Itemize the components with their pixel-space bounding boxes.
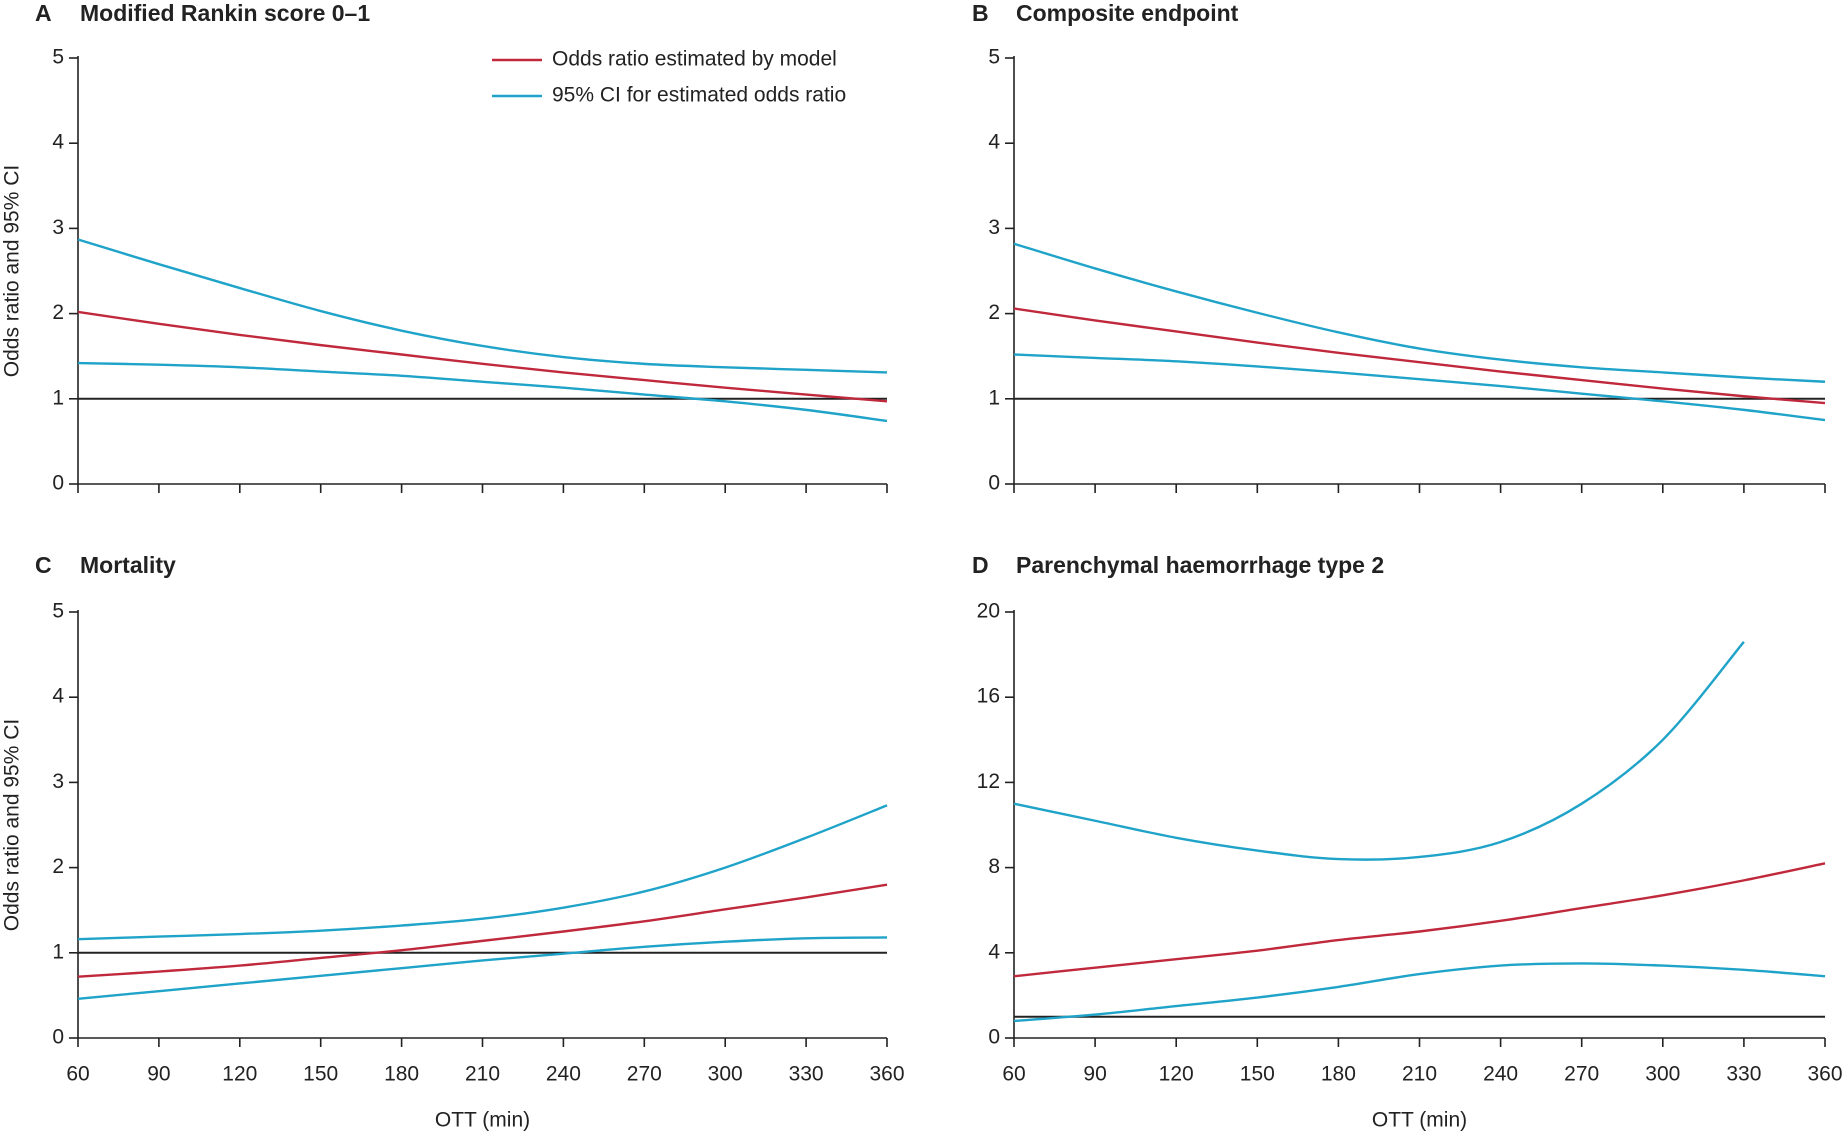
series-line: [1013, 307, 1826, 405]
series-line: [77, 361, 888, 423]
x-tick-label: 330: [789, 1063, 824, 1086]
y-axis-label: Odds ratio and 95% CI: [1, 165, 24, 377]
series-line: [77, 883, 888, 978]
x-tick-label: 180: [1321, 1063, 1356, 1086]
legend-label: 95% CI for estimated odds ratio: [552, 84, 846, 107]
x-tick-label: 120: [222, 1063, 257, 1086]
y-tick-label: 3: [52, 770, 64, 793]
panel-title: Parenchymal haemorrhage type 2: [1016, 552, 1384, 578]
y-tick-label: 20: [977, 600, 1000, 623]
y-tick-label: 0: [988, 1026, 1000, 1049]
y-tick-label: 5: [52, 600, 64, 623]
x-axis-label: OTT (min): [1372, 1109, 1467, 1132]
x-tick-label: 120: [1159, 1063, 1194, 1086]
series-line: [77, 310, 888, 403]
x-tick-label: 90: [1083, 1063, 1106, 1086]
x-tick-label: 210: [1402, 1063, 1437, 1086]
y-axis-label: Odds ratio and 95% CI: [1, 719, 24, 931]
y-tick-label: 3: [988, 216, 1000, 239]
x-tick-label: 300: [708, 1063, 743, 1086]
series-line: [1013, 641, 1745, 861]
x-tick-label: 60: [1002, 1063, 1025, 1086]
x-tick-label: 150: [1240, 1063, 1275, 1086]
panel-letter: D: [972, 552, 989, 578]
panel-title: Modified Rankin score 0–1: [80, 0, 370, 26]
y-tick-label: 4: [988, 940, 1000, 963]
x-tick-label: 60: [66, 1063, 89, 1086]
y-tick-label: 3: [52, 216, 64, 239]
y-tick-label: 1: [988, 386, 1000, 409]
y-tick-label: 2: [52, 301, 64, 324]
x-tick-label: 180: [384, 1063, 419, 1086]
y-tick-label: 0: [988, 472, 1000, 495]
y-tick-label: 5: [988, 46, 1000, 69]
series-line: [77, 804, 888, 941]
panel-letter: B: [972, 0, 989, 26]
series-line: [1013, 862, 1826, 978]
series-line: [77, 936, 888, 1001]
y-tick-label: 0: [52, 472, 64, 495]
x-tick-label: 90: [147, 1063, 170, 1086]
x-tick-label: 270: [627, 1063, 662, 1086]
panel-letter: C: [35, 552, 52, 578]
x-tick-label: 240: [546, 1063, 581, 1086]
series-line: [1013, 962, 1826, 1023]
x-tick-label: 210: [465, 1063, 500, 1086]
x-tick-label: 300: [1645, 1063, 1680, 1086]
y-tick-label: 12: [977, 770, 1000, 793]
panel-title: Composite endpoint: [1016, 0, 1239, 26]
panel-letter: A: [35, 0, 52, 26]
x-tick-label: 150: [303, 1063, 338, 1086]
x-tick-label: 360: [1807, 1063, 1842, 1086]
y-tick-label: 5: [52, 46, 64, 69]
y-tick-label: 2: [988, 301, 1000, 324]
y-tick-label: 4: [52, 131, 64, 154]
y-tick-label: 2: [52, 855, 64, 878]
y-tick-label: 8: [988, 855, 1000, 878]
y-tick-label: 1: [52, 386, 64, 409]
panel-title: Mortality: [80, 552, 176, 578]
series-line: [77, 238, 888, 374]
x-tick-label: 270: [1564, 1063, 1599, 1086]
legend-label: Odds ratio estimated by model: [552, 48, 837, 71]
x-axis-label: OTT (min): [435, 1109, 530, 1132]
series-line: [1013, 242, 1826, 383]
y-tick-label: 0: [52, 1026, 64, 1049]
x-tick-label: 330: [1726, 1063, 1761, 1086]
x-tick-label: 360: [869, 1063, 904, 1086]
x-tick-label: 240: [1483, 1063, 1518, 1086]
y-tick-label: 1: [52, 940, 64, 963]
y-tick-label: 4: [988, 131, 1000, 154]
y-tick-label: 4: [52, 685, 64, 708]
series-line: [1013, 353, 1826, 422]
y-tick-label: 16: [977, 685, 1000, 708]
